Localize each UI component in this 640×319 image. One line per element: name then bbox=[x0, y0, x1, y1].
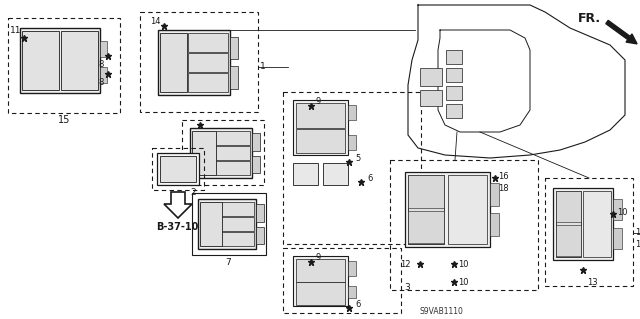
Text: 17: 17 bbox=[635, 228, 640, 237]
Bar bbox=[390, 160, 538, 290]
Bar bbox=[216, 161, 250, 175]
Bar bbox=[553, 188, 613, 260]
Text: B-37-10: B-37-10 bbox=[156, 222, 198, 232]
Text: 6: 6 bbox=[367, 174, 372, 183]
Bar bbox=[446, 50, 462, 64]
Bar bbox=[252, 155, 260, 173]
Bar bbox=[216, 146, 250, 160]
Bar bbox=[252, 133, 260, 151]
Bar bbox=[556, 225, 581, 256]
Bar bbox=[296, 282, 345, 305]
Bar bbox=[348, 286, 356, 298]
Bar bbox=[556, 191, 581, 222]
Bar bbox=[348, 261, 356, 276]
Text: 18: 18 bbox=[498, 184, 509, 193]
Bar bbox=[20, 28, 100, 93]
Bar bbox=[293, 163, 318, 185]
Text: 14: 14 bbox=[150, 17, 161, 26]
Text: FR.: FR. bbox=[578, 12, 601, 25]
Bar bbox=[420, 68, 442, 86]
Bar bbox=[222, 217, 254, 231]
Text: 2: 2 bbox=[190, 188, 196, 197]
Bar bbox=[160, 33, 188, 92]
Bar bbox=[545, 178, 633, 286]
Bar bbox=[408, 175, 444, 207]
Text: 12: 12 bbox=[400, 260, 410, 269]
Text: 9: 9 bbox=[315, 253, 320, 262]
Text: S9VAB1110: S9VAB1110 bbox=[420, 307, 464, 316]
Bar bbox=[200, 202, 222, 246]
Bar bbox=[405, 172, 490, 247]
Bar bbox=[192, 193, 266, 255]
Bar bbox=[158, 30, 230, 95]
Text: 5: 5 bbox=[355, 154, 360, 163]
Text: 1: 1 bbox=[260, 62, 266, 71]
Bar bbox=[583, 191, 611, 257]
Bar bbox=[198, 199, 256, 249]
Bar bbox=[293, 256, 348, 306]
Bar bbox=[613, 227, 622, 249]
Bar bbox=[22, 31, 59, 90]
Bar bbox=[323, 163, 348, 185]
Bar bbox=[293, 100, 348, 155]
Bar bbox=[420, 90, 442, 106]
Polygon shape bbox=[164, 192, 192, 218]
Text: 8: 8 bbox=[98, 78, 104, 87]
Text: 10: 10 bbox=[458, 260, 468, 269]
Text: 13: 13 bbox=[587, 278, 598, 287]
Bar bbox=[283, 248, 401, 313]
Bar bbox=[556, 191, 581, 257]
Bar bbox=[222, 232, 254, 246]
Bar bbox=[447, 175, 486, 244]
Bar bbox=[446, 68, 462, 82]
Bar bbox=[256, 204, 264, 221]
Text: 11: 11 bbox=[10, 26, 22, 35]
Bar bbox=[188, 33, 228, 52]
Text: 6: 6 bbox=[355, 300, 360, 309]
Bar bbox=[256, 226, 264, 244]
Text: 16: 16 bbox=[498, 172, 509, 181]
Bar bbox=[100, 41, 107, 57]
Bar bbox=[296, 259, 345, 281]
Bar bbox=[613, 199, 622, 220]
Text: 8: 8 bbox=[98, 60, 104, 69]
Bar bbox=[192, 131, 216, 175]
Bar bbox=[490, 213, 499, 236]
Bar bbox=[216, 131, 250, 145]
Text: 3: 3 bbox=[404, 283, 410, 292]
Bar bbox=[188, 73, 228, 92]
Bar bbox=[157, 153, 199, 185]
Bar bbox=[408, 175, 444, 244]
Bar bbox=[490, 183, 499, 206]
Bar bbox=[188, 53, 228, 72]
Bar bbox=[152, 148, 204, 190]
Bar bbox=[296, 129, 345, 153]
FancyArrow shape bbox=[606, 20, 637, 44]
Text: 19: 19 bbox=[635, 240, 640, 249]
Text: 15: 15 bbox=[58, 115, 70, 125]
Text: 9: 9 bbox=[315, 97, 320, 106]
Bar bbox=[100, 67, 107, 83]
Bar bbox=[408, 211, 444, 243]
Bar bbox=[222, 202, 254, 216]
Bar bbox=[161, 156, 196, 182]
Bar bbox=[446, 104, 462, 118]
Bar bbox=[230, 36, 238, 59]
Bar bbox=[182, 120, 264, 185]
Bar bbox=[8, 18, 120, 113]
Text: 10: 10 bbox=[617, 208, 627, 217]
Bar bbox=[348, 105, 356, 120]
Text: 4: 4 bbox=[424, 100, 429, 109]
Text: 7: 7 bbox=[225, 258, 231, 267]
Bar bbox=[446, 86, 462, 100]
Bar bbox=[230, 66, 238, 88]
Bar bbox=[296, 103, 345, 128]
Bar bbox=[61, 31, 98, 90]
Bar bbox=[190, 128, 252, 178]
Text: 10: 10 bbox=[458, 278, 468, 287]
Bar bbox=[283, 92, 421, 244]
Bar bbox=[348, 135, 356, 150]
Bar bbox=[140, 12, 258, 112]
